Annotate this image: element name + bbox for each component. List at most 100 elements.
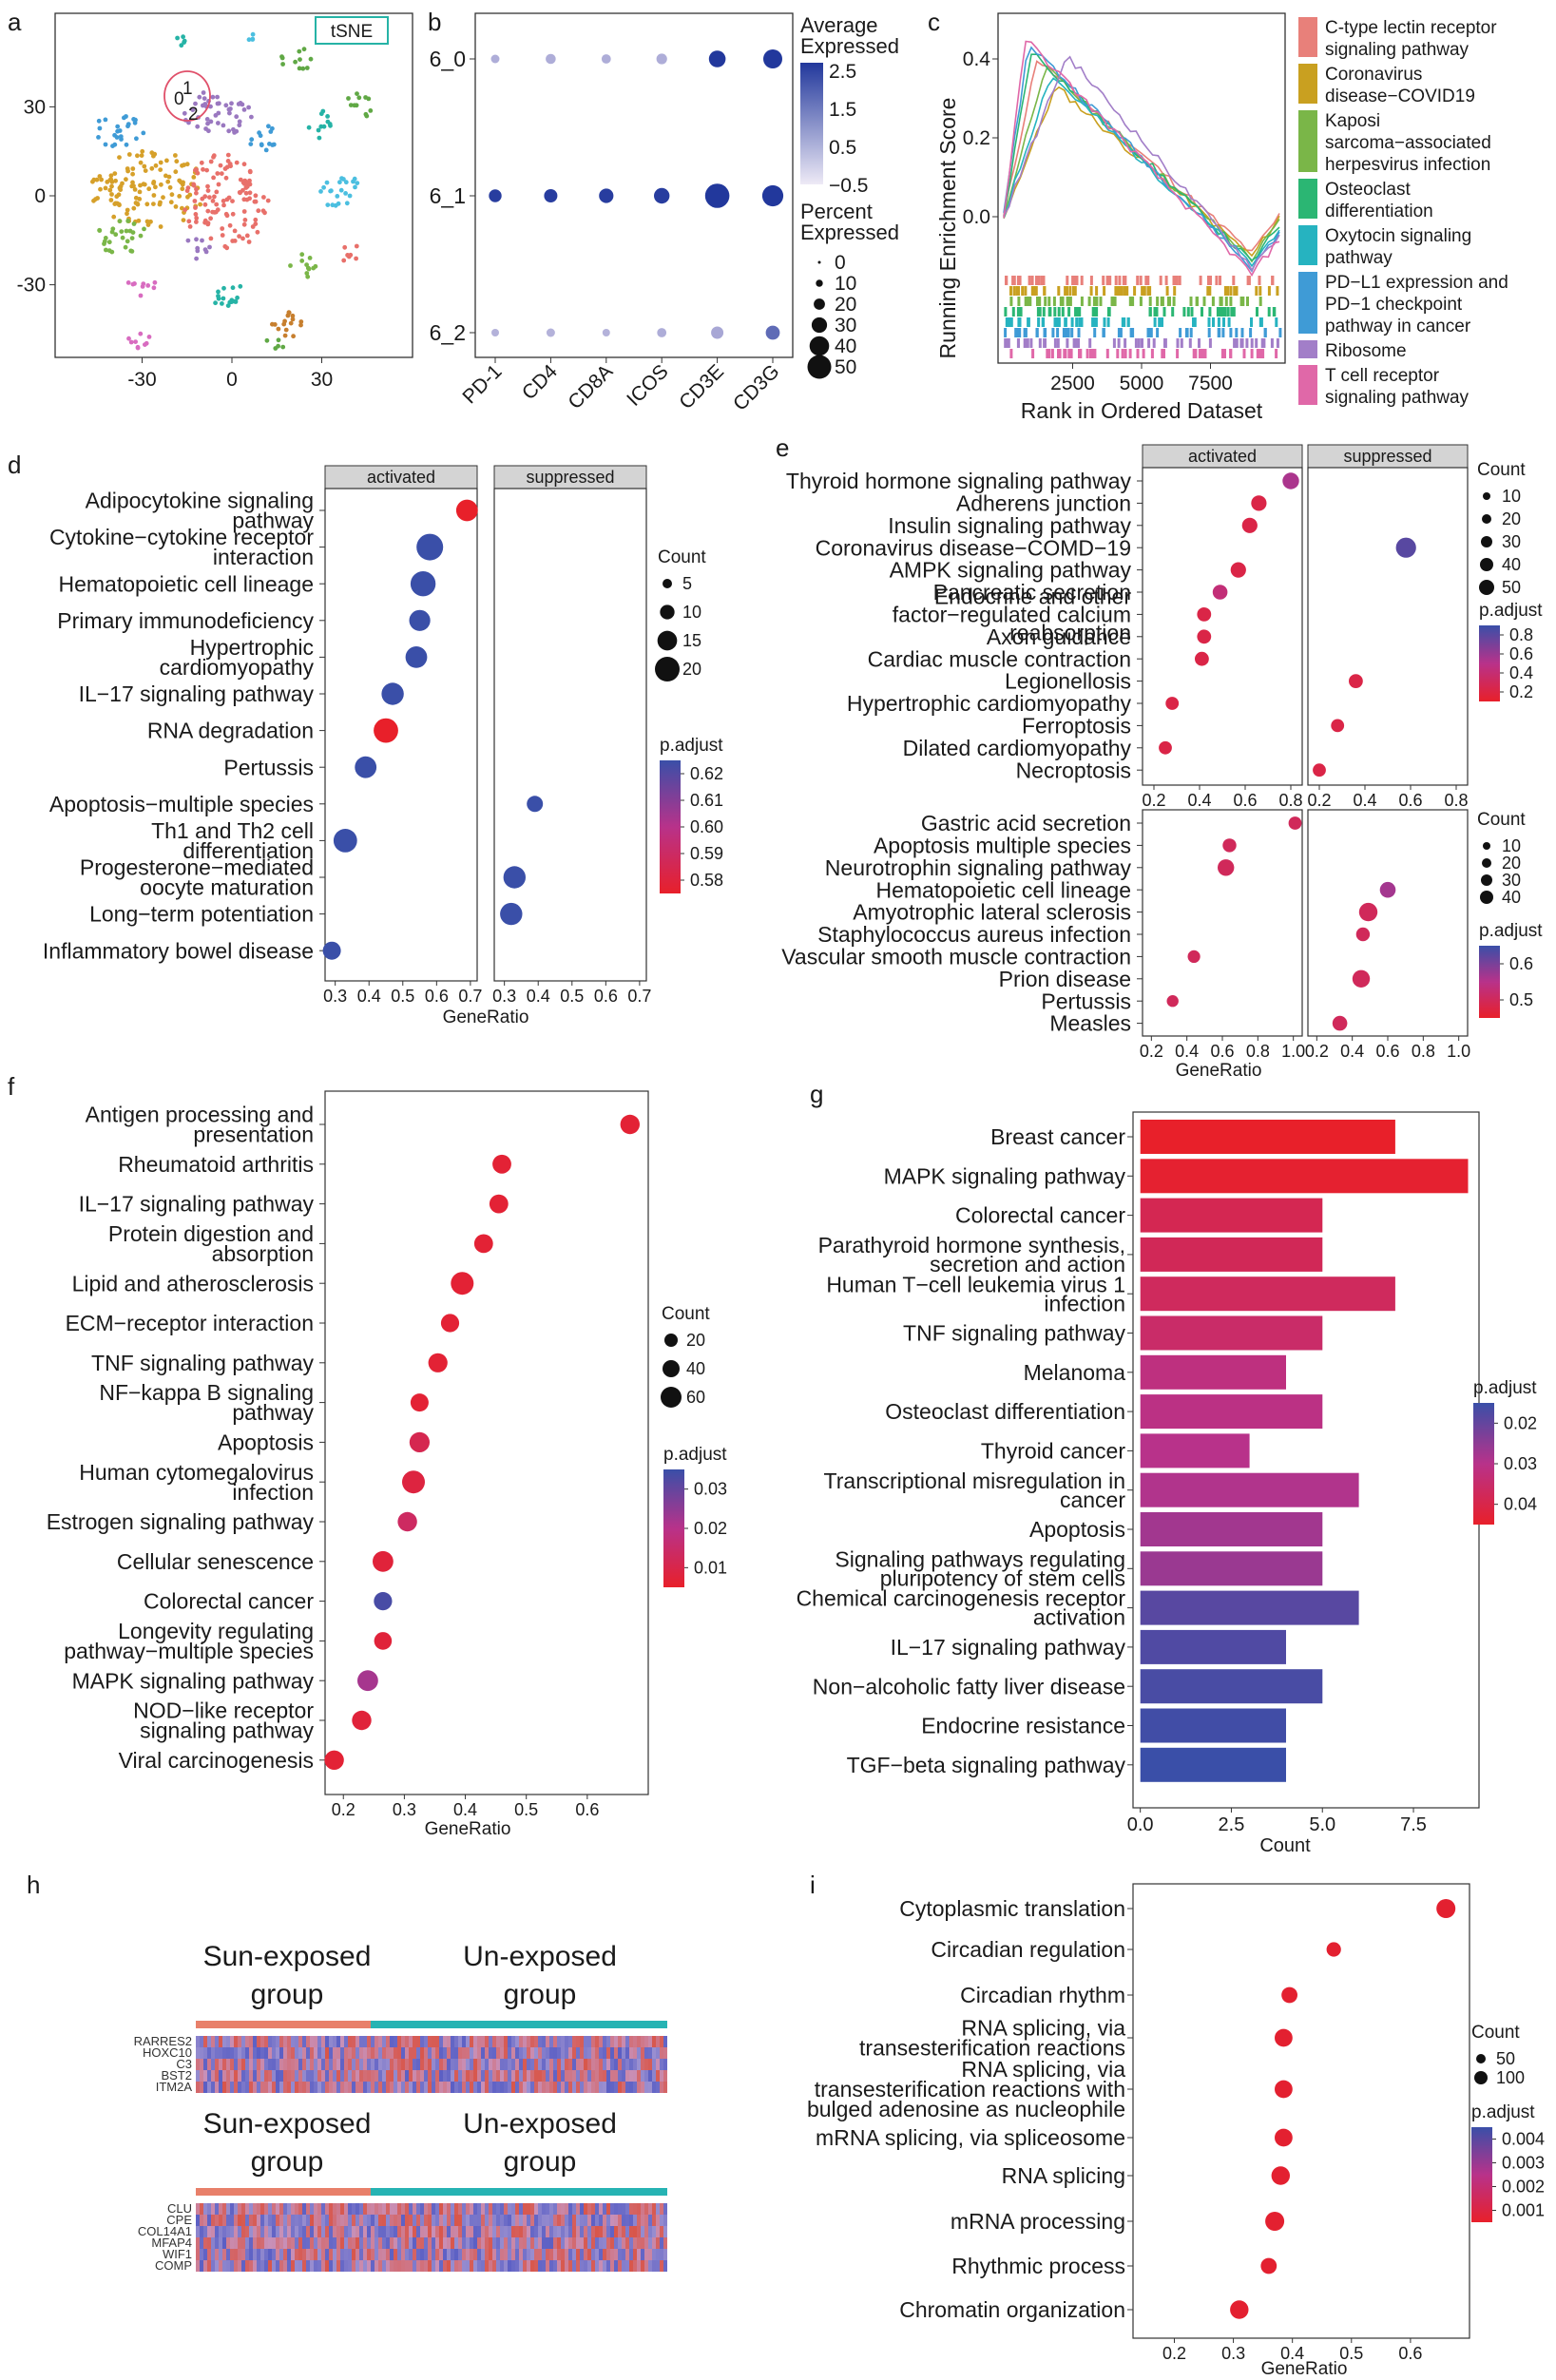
h-bottom-heatmap-cell <box>584 2260 587 2272</box>
tsne-point <box>346 96 351 101</box>
h-top-heatmap-cell <box>287 2059 291 2070</box>
d-term-label: pathway <box>232 509 314 533</box>
h-top-heatmap-cell <box>367 2070 371 2082</box>
gsea-rug-mark <box>1029 338 1033 348</box>
h-top-heatmap-cell <box>557 2059 561 2070</box>
h-bottom-heatmap-cell <box>302 2237 306 2249</box>
tsne-point <box>212 210 218 215</box>
h-top-heatmap-cell <box>546 2047 549 2059</box>
h-bottom-heatmap-cell <box>222 2260 226 2272</box>
h-top-heatmap-cell <box>420 2047 424 2059</box>
h-bottom-heatmap-cell <box>230 2237 234 2249</box>
gsea-rug-mark <box>1139 276 1143 285</box>
h-bottom-heatmap-cell <box>230 2249 234 2260</box>
gsea-rug-mark <box>1016 307 1020 317</box>
g-bar <box>1140 1669 1323 1704</box>
h-bottom-heatmap-cell <box>424 2226 428 2237</box>
h-bottom-heatmap-cell <box>542 2203 546 2215</box>
gsea-rug-mark <box>1250 317 1253 327</box>
facet-strip <box>493 465 647 489</box>
h-top-heatmap-cell <box>648 2059 652 2070</box>
h-top-heatmap-cell <box>660 2036 663 2047</box>
h-top-heatmap-cell <box>230 2047 234 2059</box>
h-top-heatmap-cell <box>648 2036 652 2047</box>
d-point <box>416 533 444 561</box>
dotplot-point <box>761 184 784 207</box>
gsea-rug-mark <box>1050 349 1054 358</box>
dotplot-point <box>546 328 555 337</box>
i-count-legend-dot <box>1474 2071 1488 2084</box>
h-bottom-heatmap-cell <box>405 2203 409 2215</box>
i-term-label: Circadian rhythm <box>960 1983 1125 2007</box>
e-top-term-label: Adherens junction <box>956 490 1131 515</box>
d-term-label: oocyte maturation <box>140 875 314 900</box>
h-bottom-heatmap-cell <box>485 2260 489 2272</box>
h-bottom-heatmap-cell <box>325 2249 329 2260</box>
h-bottom-heatmap-cell <box>298 2260 302 2272</box>
gsea-rug-mark <box>1128 349 1132 358</box>
tsne-point <box>180 186 185 192</box>
panel-letter-f: f <box>8 1072 15 1101</box>
gsea-rug-mark <box>1121 349 1124 358</box>
gsea-rug-mark <box>1102 276 1105 285</box>
h-top-heatmap-cell <box>527 2047 530 2059</box>
gsea-rug-mark <box>1133 286 1137 296</box>
h-top-heatmap-cell <box>641 2082 644 2093</box>
h-top-heatmap-cell <box>234 2059 238 2070</box>
tsne-point <box>158 224 163 229</box>
h-bottom-heatmap-cell <box>302 2203 306 2215</box>
gsea-rug-mark <box>1235 286 1239 296</box>
h-bottom-heatmap-cell <box>603 2203 606 2215</box>
h-top-heatmap-cell <box>606 2070 610 2082</box>
tsne-point <box>163 173 168 179</box>
tsne-point <box>227 110 232 116</box>
h-bottom-heatmap-cell <box>561 2226 565 2237</box>
tsne-point <box>253 193 259 199</box>
g-bar <box>1140 1315 1323 1351</box>
d-x-label: 0.6 <box>594 987 618 1006</box>
h-bottom-heatmap-cell <box>298 2249 302 2260</box>
h-bottom-heatmap-cell <box>215 2226 219 2237</box>
h-bottom-heatmap-cell <box>253 2215 257 2226</box>
h-top-heatmap-cell <box>428 2036 432 2047</box>
e-top-count-legend-dot <box>1483 492 1490 500</box>
d-term-label: Primary immunodeficiency <box>57 608 314 633</box>
h-bottom-heatmap-cell <box>420 2237 424 2249</box>
h-bottom-heatmap-cell <box>367 2215 371 2226</box>
h-bottom-heatmap-cell <box>363 2249 367 2260</box>
pct-legend-title: Percent <box>800 200 873 223</box>
h-top-heatmap-cell <box>481 2036 485 2047</box>
h-top-heatmap-cell <box>595 2059 599 2070</box>
h-bottom-heatmap-cell <box>546 2203 549 2215</box>
h-bottom-heatmap-cell <box>295 2237 298 2249</box>
gsea-rug-mark <box>1094 317 1098 327</box>
h-top-heatmap-cell <box>260 2036 264 2047</box>
gsea-rug-mark <box>1148 307 1152 317</box>
tsne-point <box>290 317 296 322</box>
h-top-heatmap-cell <box>641 2047 644 2059</box>
h-bottom-heatmap-cell <box>287 2226 291 2237</box>
tsne-point <box>185 194 190 200</box>
h-bottom-heatmap-cell <box>352 2226 355 2237</box>
h-bottom-heatmap-cell <box>196 2203 200 2215</box>
h-top-heatmap-cell <box>492 2070 496 2082</box>
tsne-point <box>114 135 120 140</box>
h-top-heatmap-cell <box>310 2070 314 2082</box>
tsne-point <box>317 135 322 141</box>
h-bottom-heatmap-cell <box>644 2226 648 2237</box>
h-bottom-heatmap-cell <box>325 2215 329 2226</box>
h-top-heatmap-cell <box>584 2047 587 2059</box>
gsea-rug-mark <box>1258 286 1262 296</box>
h-top-heatmap-cell <box>447 2036 451 2047</box>
h-bottom-heatmap-cell <box>295 2226 298 2237</box>
h-bottom-heatmap-cell <box>329 2203 333 2215</box>
tsne-point <box>249 114 254 120</box>
h-bottom-heatmap-cell <box>211 2203 215 2215</box>
h-bottom-heatmap-cell <box>317 2237 321 2249</box>
h-bottom-heatmap-cell <box>314 2249 317 2260</box>
h-top-heatmap-cell <box>557 2070 561 2082</box>
e-top-padj-legend-label: 0.6 <box>1509 644 1533 663</box>
h-bottom-heatmap-cell <box>656 2249 660 2260</box>
d-point <box>374 718 398 743</box>
i-term-label: Chromatin organization <box>899 2297 1125 2322</box>
